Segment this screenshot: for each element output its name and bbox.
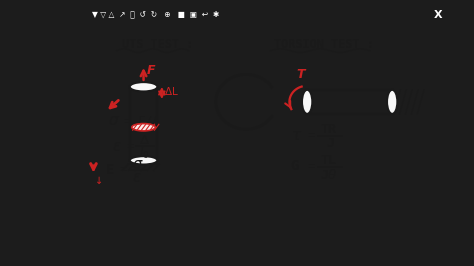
Text: UTS TEST :: UTS TEST :	[122, 38, 193, 51]
Text: =: =	[308, 160, 315, 173]
Text: TL: TL	[320, 154, 336, 167]
Ellipse shape	[302, 90, 312, 114]
Text: $\Delta$L: $\Delta$L	[164, 85, 179, 97]
Ellipse shape	[132, 124, 155, 131]
Text: =: =	[308, 129, 315, 142]
Text: =: =	[127, 140, 134, 153]
Text: $\tau$: $\tau$	[291, 128, 302, 143]
Text: $\varepsilon$: $\varepsilon$	[112, 139, 122, 154]
Text: T: T	[297, 68, 305, 81]
Text: G: G	[291, 159, 299, 173]
Text: =: =	[119, 163, 127, 176]
Text: $\sigma$: $\sigma$	[131, 157, 143, 172]
Text: ▼ ▽ △  ↗  ⌒  ↺  ↻   ⊕   ■  ▣  ↩  ✱: ▼ ▽ △ ↗ ⌒ ↺ ↻ ⊕ ■ ▣ ↩ ✱	[92, 10, 219, 19]
Text: TR: TR	[320, 123, 336, 136]
Text: = F/A: = F/A	[124, 114, 160, 127]
Text: E: E	[106, 163, 114, 177]
Text: $l_0$: $l_0$	[139, 145, 149, 161]
Text: J$\theta$: J$\theta$	[320, 168, 338, 182]
Text: J: J	[327, 137, 334, 150]
Ellipse shape	[387, 90, 397, 114]
Text: TORSION TEST :: TORSION TEST :	[274, 38, 374, 51]
Text: $\varepsilon$: $\varepsilon$	[131, 170, 141, 185]
Text: $\downarrow$: $\downarrow$	[93, 175, 103, 186]
Text: $\sigma$: $\sigma$	[108, 113, 119, 128]
Text: $\Delta$: $\Delta$	[139, 135, 150, 147]
Text: X: X	[434, 10, 443, 20]
Ellipse shape	[130, 156, 157, 165]
Text: F: F	[146, 64, 155, 77]
Ellipse shape	[130, 82, 157, 92]
